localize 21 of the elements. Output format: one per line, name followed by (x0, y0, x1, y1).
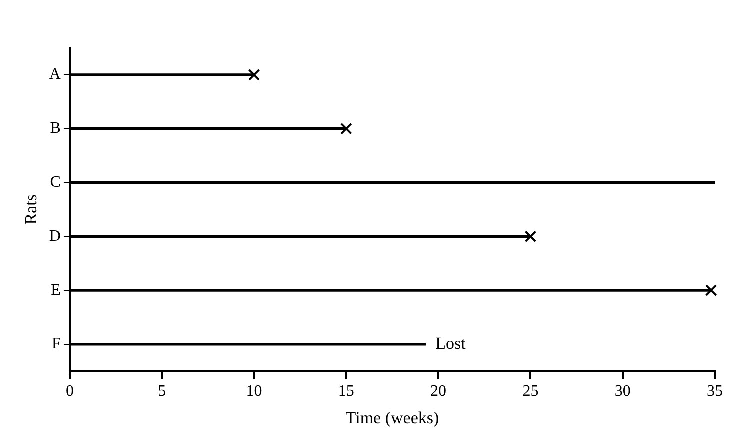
x-tick-label: 0 (66, 383, 74, 400)
point (524, 230, 537, 243)
annotation: Lost (436, 334, 466, 353)
y-tick-label: A (49, 66, 62, 84)
x-axis-title: Time (weeks) (346, 408, 440, 428)
x-tick-label: 10 (246, 383, 262, 400)
x-tick-label: 5 (158, 383, 166, 400)
x-tick-label: 25 (522, 383, 539, 400)
x-tick-label: 20 (430, 383, 447, 400)
x-tick-label: 30 (614, 383, 631, 400)
y-axis-title: Rats (22, 194, 41, 225)
point (340, 122, 352, 135)
y-tick-label: F (52, 336, 62, 353)
point (705, 284, 718, 296)
x-tick-label: 35 (707, 383, 723, 400)
y-tick-label: C (50, 174, 61, 191)
y-tick-label: B (50, 120, 61, 138)
x-tick-label: 15 (338, 383, 354, 400)
y-tick-label: D (49, 228, 61, 245)
y-tick-label: E (51, 282, 61, 299)
point (248, 69, 260, 81)
